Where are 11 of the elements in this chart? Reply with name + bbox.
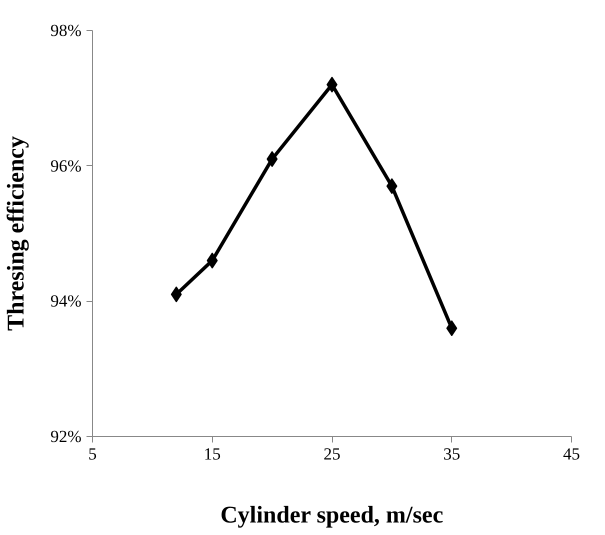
x-tick-label: 15 [204,444,221,464]
y-tick-label: 98% [50,21,82,40]
x-tick-label: 45 [563,444,580,464]
x-axis-title: Cylinder speed, m/sec [220,502,444,528]
x-tick-label: 25 [324,444,340,464]
y-axis-title: Thresing efficiency [3,136,30,331]
y-tick-label: 96% [50,156,82,176]
x-tick-label: 5 [88,444,97,464]
x-tick-label: 35 [443,444,460,464]
y-tick-label: 92% [50,427,82,446]
y-tick-label: 94% [50,292,82,311]
